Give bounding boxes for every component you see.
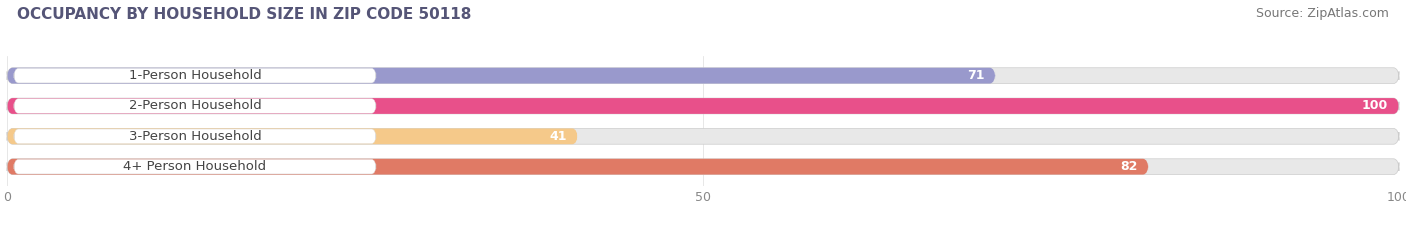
FancyBboxPatch shape <box>7 98 1399 114</box>
FancyBboxPatch shape <box>7 159 1149 175</box>
FancyBboxPatch shape <box>7 98 1399 114</box>
Text: 3-Person Household: 3-Person Household <box>128 130 262 143</box>
FancyBboxPatch shape <box>7 68 1399 84</box>
Text: 100: 100 <box>1361 99 1388 113</box>
Text: Source: ZipAtlas.com: Source: ZipAtlas.com <box>1256 7 1389 20</box>
Text: 41: 41 <box>550 130 567 143</box>
Text: 82: 82 <box>1121 160 1137 173</box>
Text: 1-Person Household: 1-Person Household <box>128 69 262 82</box>
FancyBboxPatch shape <box>7 128 578 144</box>
FancyBboxPatch shape <box>14 68 375 83</box>
FancyBboxPatch shape <box>7 159 1399 175</box>
Text: OCCUPANCY BY HOUSEHOLD SIZE IN ZIP CODE 50118: OCCUPANCY BY HOUSEHOLD SIZE IN ZIP CODE … <box>17 7 471 22</box>
FancyBboxPatch shape <box>7 128 1399 144</box>
Text: 4+ Person Household: 4+ Person Household <box>124 160 267 173</box>
FancyBboxPatch shape <box>14 99 375 113</box>
Text: 71: 71 <box>967 69 984 82</box>
Text: 2-Person Household: 2-Person Household <box>128 99 262 113</box>
FancyBboxPatch shape <box>14 159 375 174</box>
FancyBboxPatch shape <box>14 129 375 144</box>
FancyBboxPatch shape <box>7 68 995 84</box>
